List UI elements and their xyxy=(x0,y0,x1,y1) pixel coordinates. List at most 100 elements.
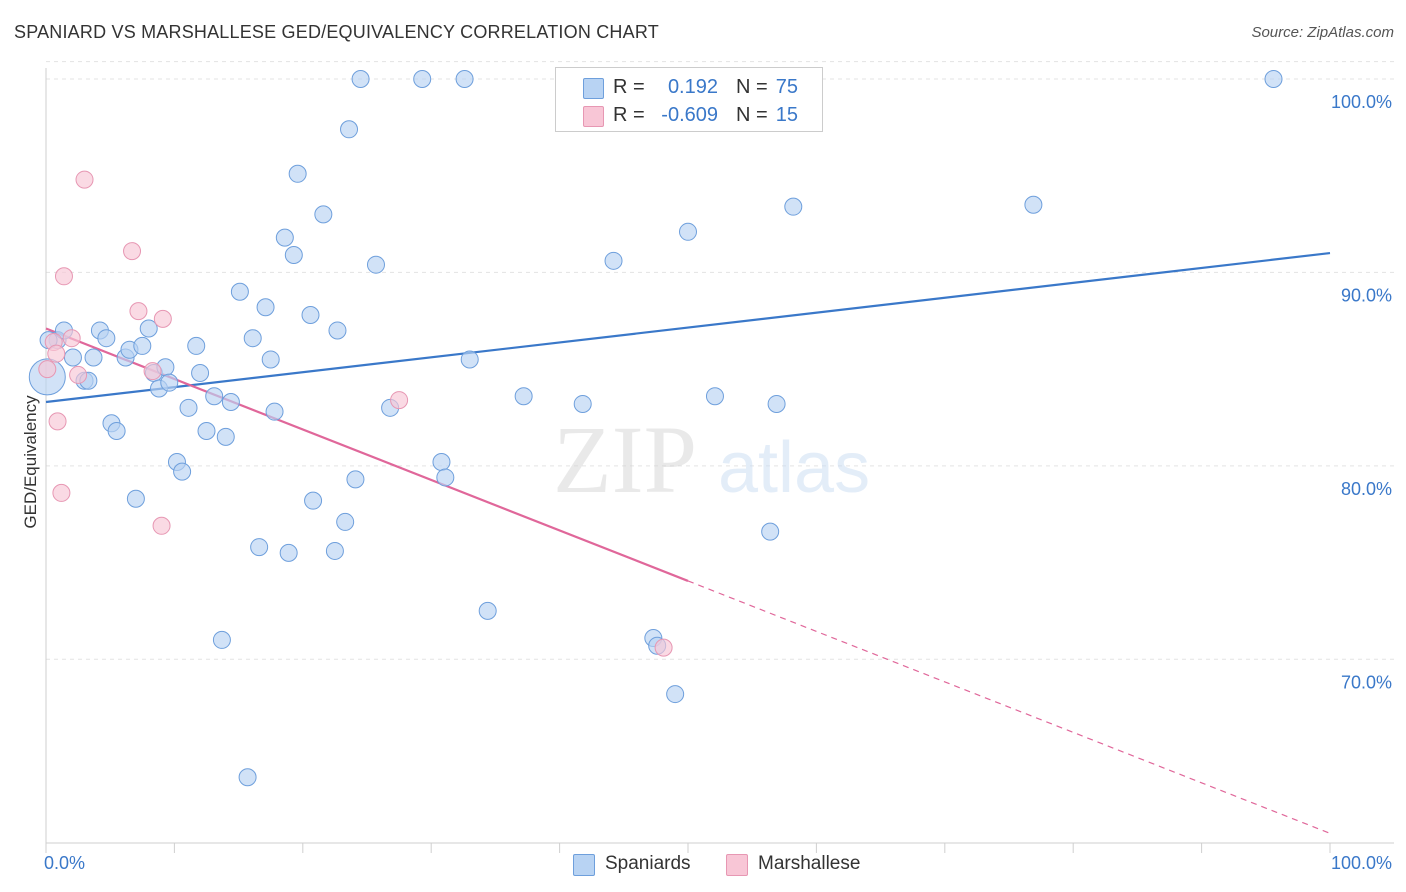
point-spaniards xyxy=(126,489,145,508)
x-tick-label: 100.0% xyxy=(1331,853,1392,873)
point-spaniards xyxy=(84,348,103,367)
point-spaniards xyxy=(261,350,280,369)
point-marshallese xyxy=(153,309,172,328)
watermark: ZIP atlas xyxy=(553,406,870,513)
y-axis-label: GED/Equivalency xyxy=(21,395,40,529)
point-spaniards xyxy=(221,393,240,412)
point-spaniards xyxy=(761,522,780,541)
trend-line-spaniards xyxy=(45,251,1331,404)
point-spaniards xyxy=(666,685,685,704)
y-tick-label: 80.0% xyxy=(1341,479,1392,499)
point-spaniards xyxy=(346,470,365,489)
legend-r-label: R = xyxy=(613,76,645,98)
point-spaniards xyxy=(265,402,284,421)
point-spaniards xyxy=(197,422,216,441)
axes xyxy=(45,68,1394,853)
y-tick-label: 90.0% xyxy=(1341,285,1392,305)
legend-n-value: 15 xyxy=(775,104,798,126)
point-marshallese xyxy=(390,391,409,410)
point-spaniards xyxy=(230,282,249,301)
point-spaniards xyxy=(63,348,82,367)
legend-n-value: 75 xyxy=(775,76,798,98)
point-marshallese xyxy=(123,242,142,261)
point-spaniards xyxy=(460,350,479,369)
watermark-atlas: atlas xyxy=(718,428,870,508)
point-spaniards xyxy=(1024,195,1043,214)
point-spaniards xyxy=(250,538,269,557)
legend-r-value: -0.609 xyxy=(661,104,718,126)
point-spaniards xyxy=(432,452,451,471)
point-spaniards xyxy=(325,541,344,560)
point-marshallese xyxy=(54,267,73,286)
point-spaniards xyxy=(139,319,158,338)
point-marshallese xyxy=(47,344,66,363)
point-spaniards xyxy=(191,364,210,383)
point-spaniards xyxy=(413,70,432,89)
point-spaniards xyxy=(478,601,497,620)
legend-row-marshallese: R = -0.609 N = 15 xyxy=(556,102,822,128)
y-tick-label: 70.0% xyxy=(1341,672,1392,692)
legend-row-spaniards: R = 0.192 N = 75 xyxy=(556,74,822,100)
point-spaniards xyxy=(279,543,298,562)
point-spaniards xyxy=(573,394,592,413)
point-spaniards xyxy=(275,228,294,247)
source-label: Source: ZipAtlas.com xyxy=(1251,24,1394,41)
legend-swatch-spaniards xyxy=(573,854,595,876)
legend-n-label: N = xyxy=(736,76,768,98)
legend-swatch-marshallese xyxy=(726,854,748,876)
x-tick-label: 0.0% xyxy=(44,853,85,873)
legend-n-label: N = xyxy=(736,104,768,126)
correlation-legend: R = 0.192 N = 75 R = -0.609 N = 15 xyxy=(555,67,823,132)
point-marshallese xyxy=(152,516,171,535)
legend-swatch-spaniards xyxy=(583,78,604,99)
point-spaniards xyxy=(97,329,116,348)
legend-swatch-marshallese xyxy=(583,106,604,127)
y-tick-label: 100.0% xyxy=(1331,92,1392,112)
legend-r-value: 0.192 xyxy=(667,76,718,98)
point-marshallese xyxy=(654,638,673,657)
point-spaniards xyxy=(340,120,359,139)
point-spaniards xyxy=(187,336,206,355)
point-spaniards xyxy=(107,422,126,441)
trend-line-marshallese-extension xyxy=(687,580,1331,834)
point-marshallese xyxy=(38,360,57,379)
point-spaniards xyxy=(679,222,697,241)
point-spaniards xyxy=(173,462,192,481)
point-marshallese xyxy=(52,483,71,502)
point-spaniards xyxy=(179,398,198,417)
legend-r-label: R = xyxy=(613,104,645,126)
point-spaniards xyxy=(436,468,455,487)
point-spaniards xyxy=(288,164,307,183)
point-spaniards xyxy=(205,387,224,406)
point-marshallese xyxy=(143,362,162,381)
point-marshallese xyxy=(69,365,88,384)
point-spaniards xyxy=(243,329,262,348)
point-marshallese xyxy=(48,412,67,431)
point-marshallese xyxy=(62,329,81,348)
legend-label-marshallese: Marshallese xyxy=(758,853,861,874)
point-spaniards xyxy=(304,491,323,510)
point-spaniards xyxy=(314,205,333,224)
point-marshallese xyxy=(75,170,94,189)
point-spaniards xyxy=(514,387,533,406)
point-spaniards xyxy=(328,321,347,340)
legend-label-spaniards: Spaniards xyxy=(605,853,691,874)
point-spaniards xyxy=(336,512,355,531)
trend-lines xyxy=(45,251,1331,834)
point-spaniards xyxy=(366,255,385,274)
point-spaniards xyxy=(133,336,152,355)
point-spaniards xyxy=(351,70,370,89)
point-spaniards xyxy=(160,373,179,392)
watermark-zip: ZIP xyxy=(553,406,697,513)
chart-title: SPANIARD VS MARSHALLESE GED/EQUIVALENCY … xyxy=(14,22,659,42)
point-spaniards xyxy=(767,394,786,413)
point-spaniards xyxy=(284,246,303,265)
point-spaniards xyxy=(212,630,231,649)
grid-lines xyxy=(46,61,1394,660)
point-spaniards xyxy=(705,387,724,406)
point-spaniards xyxy=(455,70,474,89)
point-spaniards xyxy=(256,298,275,317)
point-spaniards xyxy=(301,305,320,324)
point-spaniards xyxy=(784,197,803,216)
